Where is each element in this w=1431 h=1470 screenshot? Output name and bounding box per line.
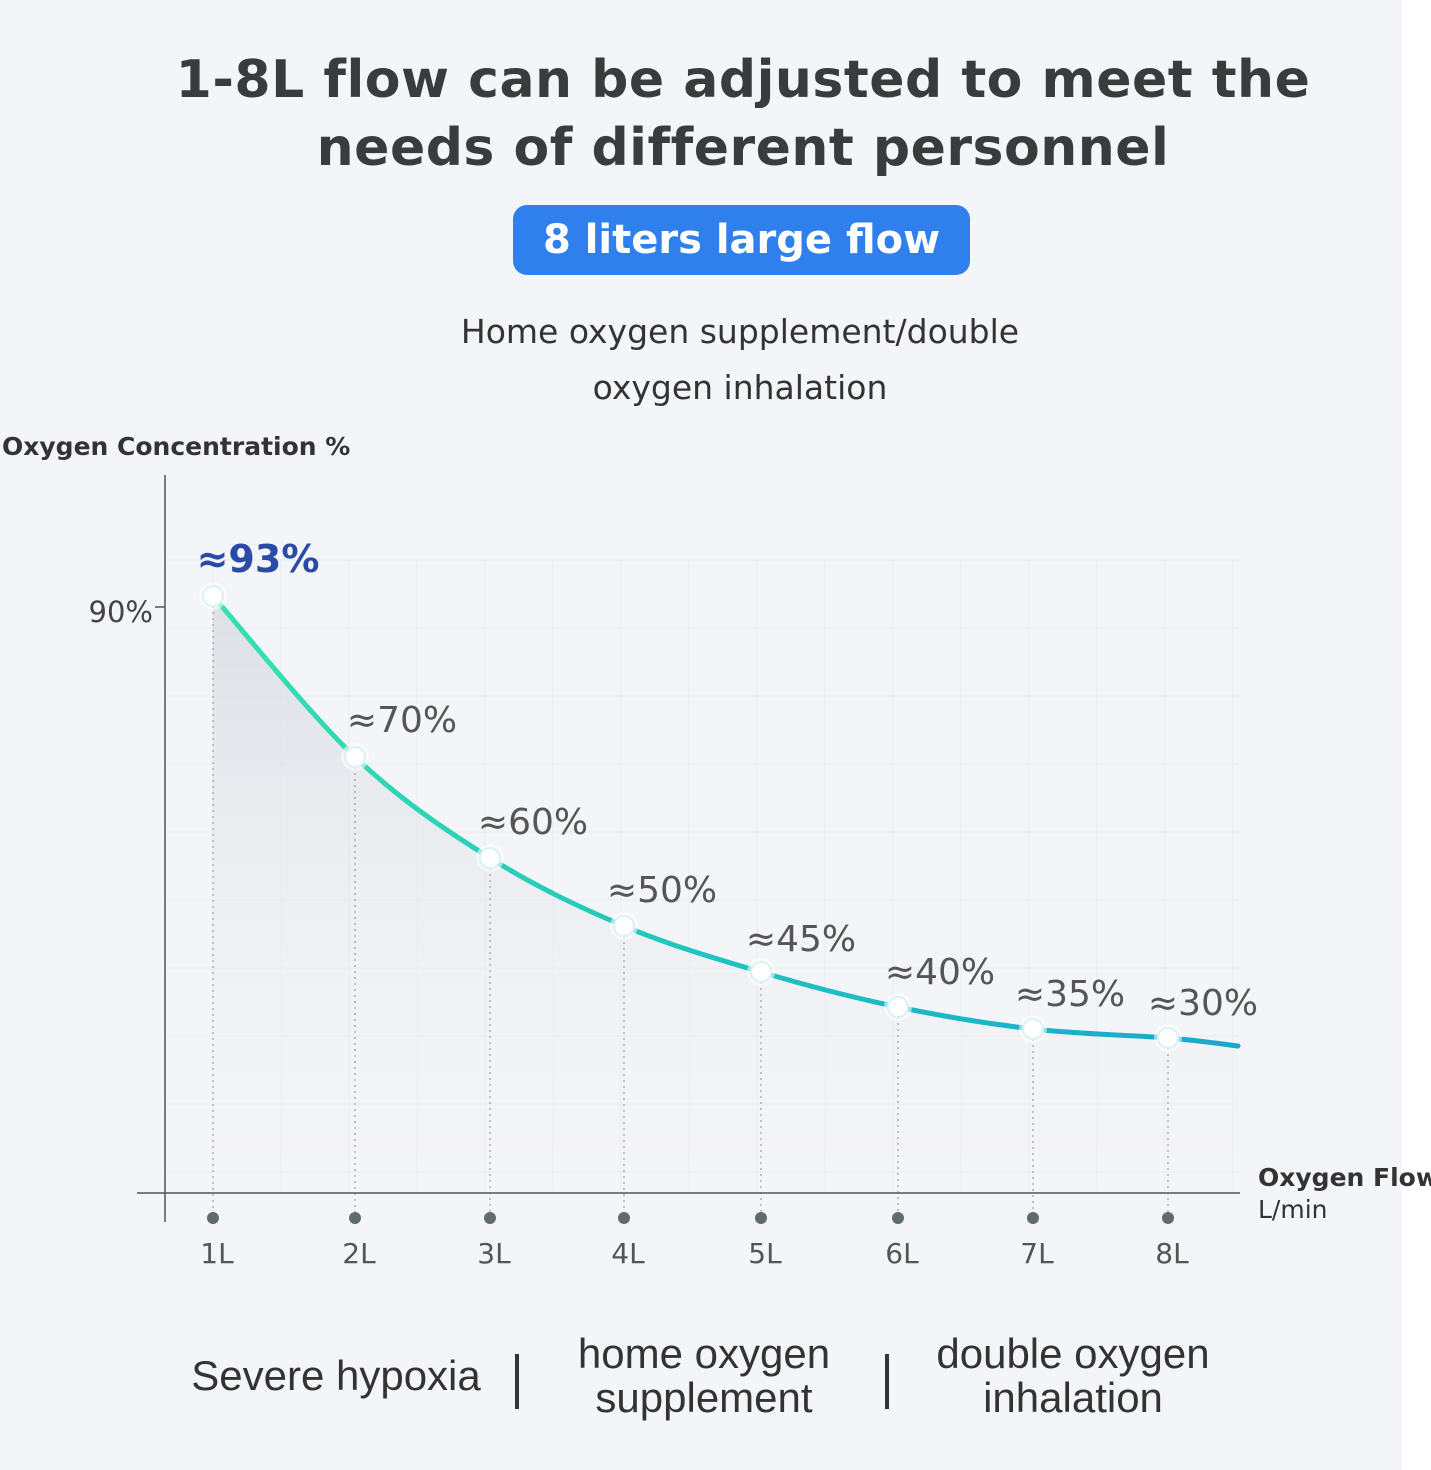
data-point [202,585,224,607]
data-labels: ≈93% ≈70% ≈60% ≈50% ≈45% ≈40% ≈35% ≈30% [197,537,1258,1024]
area-under-curve [213,596,1238,1193]
category-double-oxygen: double oxygen inhalation [912,1332,1234,1420]
data-point [1157,1027,1179,1049]
series-line [210,593,1241,1049]
right-edge-strip [1402,0,1431,1470]
data-points [199,582,1182,1052]
data-label: ≈40% [885,952,995,993]
flow-badge: 8 liters large flow [513,205,970,275]
x-tick-dot [207,1212,219,1224]
x-tick-label: 7L [1020,1237,1054,1270]
category-double-line-1: double oxygen [936,1330,1210,1377]
data-point [887,996,909,1018]
data-label: ≈35% [1015,974,1125,1015]
data-label: ≈50% [607,870,717,911]
x-ticks: 1L 2L 3L 4L 5L 6L 7L 8L [200,1212,1189,1270]
headline-line-2: needs of different personnel [316,118,1170,178]
data-point [344,746,366,768]
headline-line-1: 1-8L flow can be adjusted to meet the [175,50,1311,110]
data-point [750,961,772,983]
x-tick-dot [892,1212,904,1224]
data-point [1022,1018,1044,1040]
x-axis-title: Oxygen Flow [1258,1163,1431,1192]
data-label: ≈60% [478,802,588,843]
x-tick-dot [349,1212,361,1224]
drop-lines [212,606,1169,1212]
x-tick-dot [484,1212,496,1224]
category-home-line-2: supplement [595,1374,813,1421]
data-label: ≈93% [197,537,320,581]
category-double-line-2: inhalation [983,1374,1163,1421]
x-tick-dot [1162,1212,1174,1224]
category-home-line-1: home oxygen [577,1330,831,1377]
x-tick-label: 3L [477,1237,511,1270]
data-point [613,915,635,937]
x-axis-unit: L/min [1258,1195,1328,1224]
x-tick-label: 2L [342,1237,376,1270]
x-axis-label: Oxygen Flow L/min [1258,1162,1431,1226]
x-tick-label: 5L [748,1237,782,1270]
y-axis-label: Oxygen Concentration % [2,432,351,461]
x-tick-label: 8L [1155,1237,1189,1270]
data-label: ≈70% [347,700,457,741]
x-tick-dot [618,1212,630,1224]
category-severe-hypoxia: Severe hypoxia [191,1352,481,1399]
x-tick-label: 4L [611,1237,645,1270]
category-separator [885,1354,889,1409]
x-tick-label: 1L [200,1237,234,1270]
x-tick-label: 6L [885,1237,919,1270]
data-label: ≈30% [1148,983,1258,1024]
usage-categories: Severe hypoxia home oxygen supplement do… [0,1332,1402,1432]
category-separator [515,1354,519,1409]
y-tick-label: 90% [89,595,153,629]
x-tick-dot [1027,1212,1039,1224]
subtitle: Home oxygen supplement/double oxygen inh… [390,304,1090,416]
x-tick-dot [755,1212,767,1224]
data-label: ≈45% [746,919,856,960]
headline: 1-8L flow can be adjusted to meet the ne… [0,46,1431,182]
data-point [479,847,501,869]
subtitle-line-1: Home oxygen supplement/double [460,312,1020,351]
subtitle-line-2: oxygen inhalation [592,368,888,407]
category-home-oxygen: home oxygen supplement [552,1332,856,1420]
